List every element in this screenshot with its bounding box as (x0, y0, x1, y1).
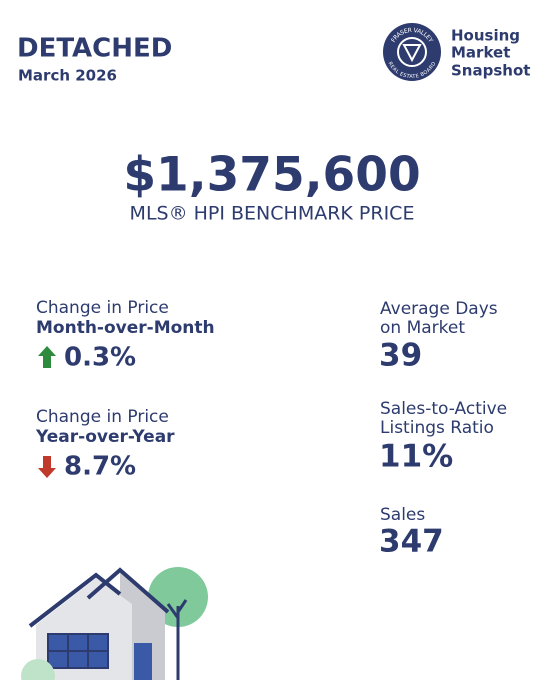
stat-value: 347 (379, 524, 444, 560)
logo-line: Market (451, 44, 510, 62)
benchmark-label: MLS® HPI BENCHMARK PRICE (130, 203, 415, 225)
logo-mark (402, 44, 422, 63)
roof-line (86, 567, 170, 614)
stat-label: Change in Price (36, 407, 169, 427)
stat-value: 8.7% (64, 452, 136, 482)
stat-label: Change in Price (36, 298, 169, 318)
stat-label: Sales-to-Active (380, 399, 507, 419)
stat-label: on Market (380, 318, 465, 338)
roof-line (28, 572, 122, 628)
stat-value: 0.3% (64, 343, 136, 373)
stat-label: Average Days (380, 299, 498, 319)
stat-label: Listings Ratio (380, 418, 494, 438)
stat-value: 39 (379, 338, 422, 374)
logo-line: Housing (451, 27, 520, 45)
stat-label: Sales (380, 505, 425, 525)
house-illustration (21, 567, 208, 680)
page-title: DETACHED (17, 34, 172, 64)
stat-period: Month-over-Month (36, 318, 215, 338)
down-arrow (38, 456, 56, 478)
page-subtitle: March 2026 (18, 67, 117, 85)
logo-badge (383, 23, 441, 81)
logo-line: Snapshot (451, 62, 530, 80)
door (134, 643, 152, 680)
stat-value: 11% (379, 439, 453, 475)
stat-period: Year-over-Year (35, 427, 175, 447)
logo: FRASER VALLEY REAL ESTATE BOARD (383, 23, 441, 81)
tree-branch (176, 599, 188, 613)
tree-branch (166, 603, 180, 619)
logo-ring (397, 37, 427, 67)
benchmark-price: $1,375,600 (123, 148, 420, 203)
bush (21, 659, 55, 680)
up-arrow (38, 346, 56, 368)
